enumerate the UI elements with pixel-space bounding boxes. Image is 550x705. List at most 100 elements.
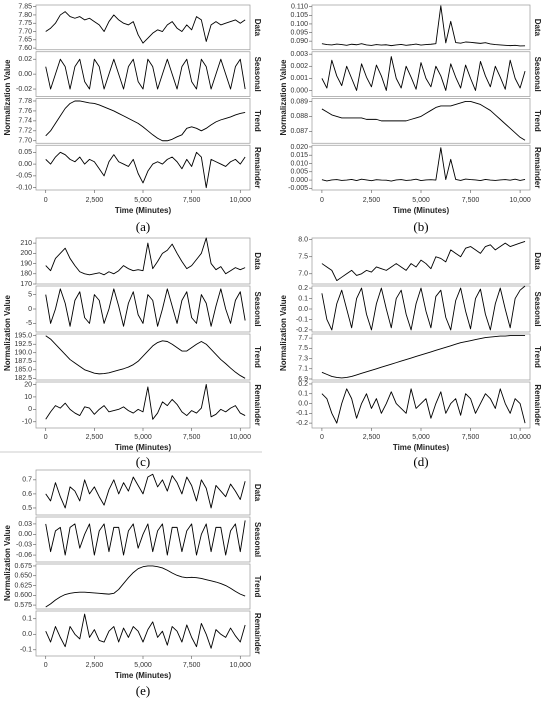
y-tick-label: 7.5 xyxy=(298,254,308,261)
panel-frame xyxy=(35,381,251,429)
y-axis-label: Normalization Value xyxy=(3,294,12,371)
y-tick-label: -0.02 xyxy=(16,86,32,93)
y-tick-label: 7.74 xyxy=(18,118,32,125)
y-tick-label: 0.020 xyxy=(290,144,308,151)
panel-strip: Trend xyxy=(253,110,262,132)
series-line xyxy=(321,335,526,379)
panel-label: Trend xyxy=(253,346,262,368)
chart: 7.0 7.5 8.0 Data -0.2 -0.1 0.0 0.1 0.2 Seasonal 6.… xyxy=(279,237,542,469)
y-tick-label: -0.1 xyxy=(296,410,308,417)
panel-frame xyxy=(35,516,251,563)
y-tick-label: 5 xyxy=(28,291,32,298)
y-tick-label: 0.2 xyxy=(298,381,308,388)
x-tick-label: 5,000 xyxy=(134,434,152,441)
panel-label: Remainder xyxy=(253,147,262,188)
y-tick-label: 0 xyxy=(28,306,32,313)
panel-label: Data xyxy=(253,252,262,270)
panel-strip: Data xyxy=(533,19,542,37)
series-line xyxy=(45,384,246,420)
y-tick-label: -0.1 xyxy=(20,647,32,654)
y-axis-label: Normalization Value xyxy=(3,59,12,136)
panel-label: Data xyxy=(533,19,542,37)
y-tick-label: -5 xyxy=(26,320,32,327)
y-tick-label: -0.06 xyxy=(16,552,32,559)
panel-label: Data xyxy=(253,484,262,502)
y-tick-label: 7.3 xyxy=(298,355,308,362)
y-tick-label: 7.75 xyxy=(18,20,32,27)
y-tick-label: 7.5 xyxy=(298,345,308,352)
y-tick-label: 190.0 xyxy=(14,350,32,357)
x-tick-label: 5,000 xyxy=(412,434,430,441)
x-tick-label: 2,500 xyxy=(86,197,104,204)
x-tick-label: 10,000 xyxy=(230,662,252,669)
panel-strip: Seasonal xyxy=(533,57,542,92)
x-tick-label: 2,500 xyxy=(86,434,104,441)
y-tick-label: -10 xyxy=(22,419,32,426)
panel-strip: Remainder xyxy=(253,384,262,425)
panel-strip: Trend xyxy=(533,110,542,132)
y-tick-label: 0.03 xyxy=(18,521,32,528)
chart-label: (d) xyxy=(413,454,428,469)
panel-label: Trend xyxy=(533,110,542,132)
panel-label: Remainder xyxy=(533,384,542,425)
y-tick-label: 8.0 xyxy=(298,237,308,244)
y-tick-label: 7.76 xyxy=(18,108,32,115)
panel-frame xyxy=(35,563,251,610)
y-tick-label: 0.650 xyxy=(14,573,32,580)
panel-frame xyxy=(35,51,251,97)
y-tick-label: 0.001 xyxy=(290,75,308,82)
series-line xyxy=(321,147,526,182)
panel-label: Trend xyxy=(253,110,262,132)
panel-frame xyxy=(311,98,531,144)
panel-frame xyxy=(311,381,531,429)
series-line xyxy=(321,388,526,424)
panel-label: Seasonal xyxy=(253,291,262,326)
y-tick-label: 0.090 xyxy=(290,38,308,45)
y-tick-label: -0.005 xyxy=(288,185,308,192)
x-axis-label: Time (Minutes) xyxy=(115,671,172,680)
y-tick-label: 0.003 xyxy=(290,51,308,58)
panel-label: Remainder xyxy=(253,613,262,654)
x-tick-label: 2,500 xyxy=(363,434,381,441)
y-tick-label: 170 xyxy=(20,281,32,288)
panel-label: Trend xyxy=(533,346,542,368)
x-tick-label: 7,500 xyxy=(183,662,201,669)
x-tick-label: 5,000 xyxy=(134,662,152,669)
x-axis-label: Time (Minutes) xyxy=(393,206,450,215)
y-tick-label: -0.05 xyxy=(16,173,32,180)
x-tick-label: 0 xyxy=(44,197,48,204)
y-tick-label: 185.0 xyxy=(14,367,32,374)
y-tick-label: 195.0 xyxy=(14,333,32,340)
y-tick-label: 0.0 xyxy=(298,400,308,407)
series-line xyxy=(45,58,246,90)
series-line xyxy=(321,240,526,282)
x-axis-label: Time (Minutes) xyxy=(115,443,172,452)
x-axis-label: Time (Minutes) xyxy=(393,443,450,452)
y-tick-label: -0.1 xyxy=(296,316,308,323)
y-axis-label: Normalization Value xyxy=(3,524,12,601)
y-tick-label: 0.010 xyxy=(290,160,308,167)
series-line xyxy=(45,613,246,649)
panel-strip: Trend xyxy=(253,346,262,368)
x-tick-label: 7,500 xyxy=(183,434,201,441)
panel-label: Remainder xyxy=(253,384,262,425)
panel-strip: Data xyxy=(253,252,262,270)
panel-frame xyxy=(35,4,251,51)
series-line xyxy=(321,56,526,91)
panel-frame xyxy=(35,285,251,333)
series-line xyxy=(321,285,526,331)
chart-label: (a) xyxy=(136,219,150,234)
x-tick-label: 0 xyxy=(44,662,48,669)
y-tick-label: 0.002 xyxy=(290,63,308,70)
y-tick-label: 7.72 xyxy=(18,128,32,135)
y-tick-label: 0.00 xyxy=(18,161,32,168)
y-tick-label: 7.78 xyxy=(18,98,32,105)
y-tick-label: 0.00 xyxy=(18,71,32,78)
panel-strip: Data xyxy=(253,484,262,502)
series-line xyxy=(45,11,246,44)
panel-strip: Data xyxy=(533,252,542,270)
x-tick-label: 7,500 xyxy=(462,434,480,441)
y-tick-label: 0.7 xyxy=(22,477,32,484)
